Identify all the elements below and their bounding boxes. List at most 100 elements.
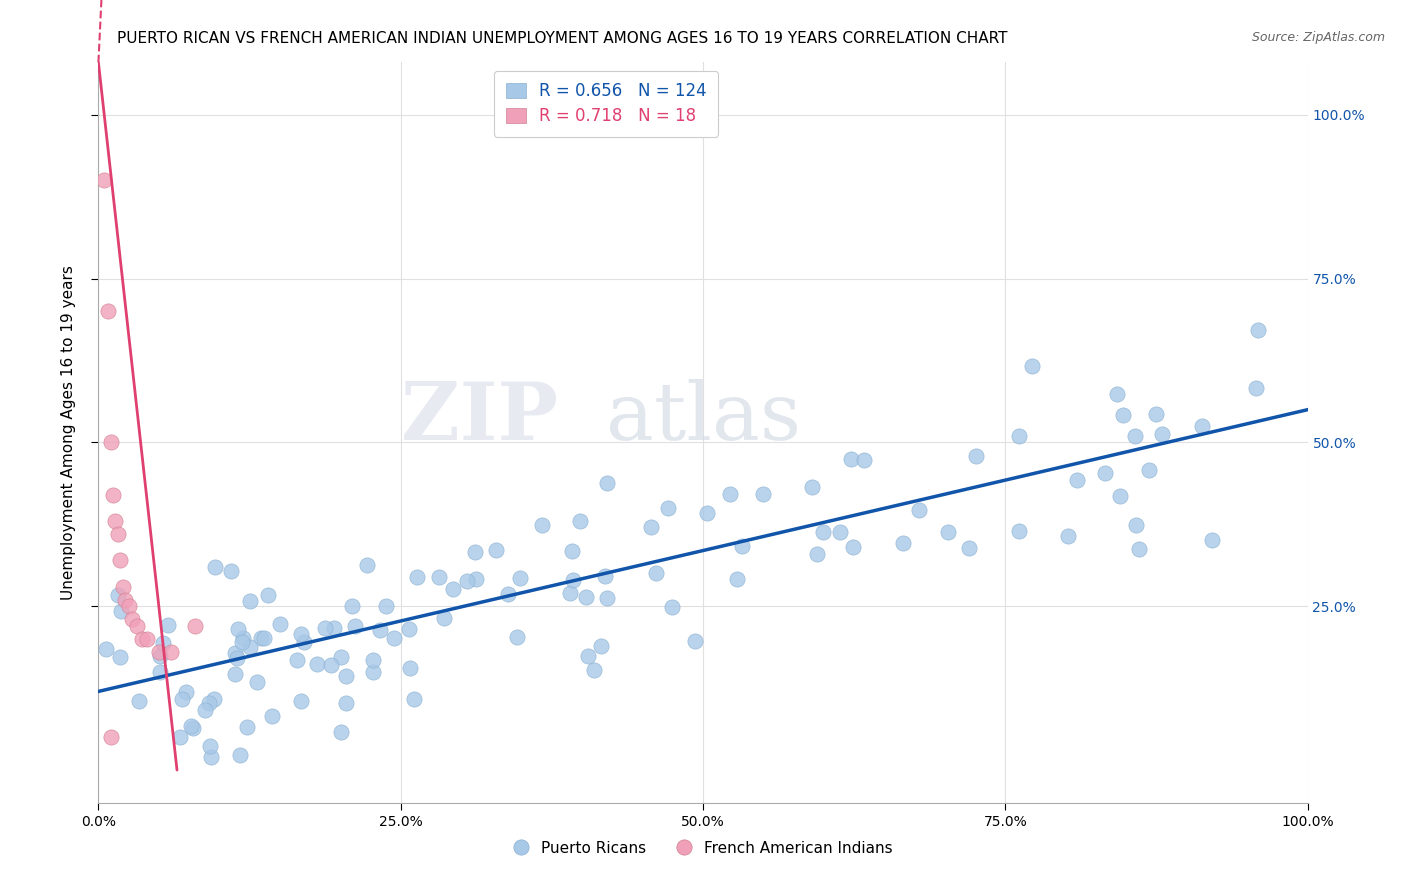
Point [238, 640, 260, 654]
Point [340, 599, 363, 614]
Point [100, 731, 122, 745]
Point [236, 720, 259, 734]
Point [226, 651, 249, 665]
Point [593, 569, 616, 583]
Point [319, 658, 342, 673]
Point [202, 691, 225, 706]
Point [361, 653, 384, 667]
Point [363, 665, 385, 679]
Point [464, 572, 486, 586]
Point [97, 304, 120, 318]
Point [696, 506, 718, 520]
Point [801, 480, 824, 494]
Point [224, 646, 246, 660]
Point [731, 539, 754, 553]
Point [506, 630, 529, 644]
Point [1123, 428, 1146, 442]
Text: ZIP: ZIP [401, 379, 558, 457]
Point [404, 692, 426, 706]
Point [108, 553, 131, 567]
Point [253, 631, 276, 645]
Point [149, 665, 172, 680]
Point [198, 696, 221, 710]
Point [148, 645, 170, 659]
Point [936, 525, 959, 540]
Point [496, 587, 519, 601]
Point [1201, 533, 1223, 547]
Point [111, 580, 134, 594]
Point [200, 750, 222, 764]
Point [398, 660, 420, 674]
Point [292, 635, 315, 649]
Point [219, 564, 242, 578]
Point [149, 648, 172, 663]
Point [93, 173, 115, 187]
Point [891, 536, 914, 550]
Point [231, 635, 253, 649]
Point [368, 623, 391, 637]
Point [104, 514, 127, 528]
Point [464, 545, 486, 559]
Point [330, 650, 353, 665]
Point [718, 487, 741, 501]
Point [128, 694, 150, 708]
Y-axis label: Unemployment Among Ages 16 to 19 years: Unemployment Among Ages 16 to 19 years [60, 265, 76, 600]
Point [183, 721, 205, 735]
Point [382, 631, 405, 645]
Point [169, 730, 191, 744]
Point [640, 520, 662, 534]
Point [645, 566, 668, 581]
Point [110, 604, 132, 618]
Point [1112, 408, 1135, 422]
Point [965, 449, 987, 463]
Point [531, 517, 554, 532]
Point [108, 649, 131, 664]
Point [107, 588, 129, 602]
Point [582, 663, 605, 677]
Point [101, 488, 124, 502]
Point [121, 612, 143, 626]
Point [160, 645, 183, 659]
Point [323, 621, 346, 635]
Legend: Puerto Ricans, French American Indians: Puerto Ricans, French American Indians [508, 835, 898, 862]
Point [1244, 381, 1267, 395]
Point [184, 619, 207, 633]
Point [107, 527, 129, 541]
Point [509, 570, 531, 584]
Point [1247, 323, 1270, 337]
Point [135, 632, 157, 646]
Point [661, 600, 683, 615]
Point [1008, 524, 1031, 539]
Point [260, 709, 283, 723]
Point [441, 582, 464, 596]
Point [433, 610, 456, 624]
Point [1152, 427, 1174, 442]
Point [356, 558, 378, 572]
Point [405, 570, 427, 584]
Point [1008, 428, 1031, 442]
Point [558, 586, 581, 600]
Point [170, 692, 193, 706]
Point [204, 559, 226, 574]
Point [224, 666, 246, 681]
Point [811, 524, 834, 539]
Point [591, 639, 613, 653]
Point [562, 573, 585, 587]
Point [725, 572, 748, 586]
Point [290, 627, 312, 641]
Text: Source: ZipAtlas.com: Source: ZipAtlas.com [1251, 31, 1385, 45]
Point [374, 599, 396, 613]
Point [314, 621, 336, 635]
Point [131, 632, 153, 646]
Point [335, 669, 357, 683]
Point [200, 739, 222, 753]
Point [1105, 387, 1128, 401]
Point [852, 453, 875, 467]
Point [329, 725, 352, 739]
Point [561, 543, 583, 558]
Point [1108, 489, 1130, 503]
Point [157, 617, 180, 632]
Point [575, 590, 598, 604]
Point [830, 524, 852, 539]
Point [398, 623, 420, 637]
